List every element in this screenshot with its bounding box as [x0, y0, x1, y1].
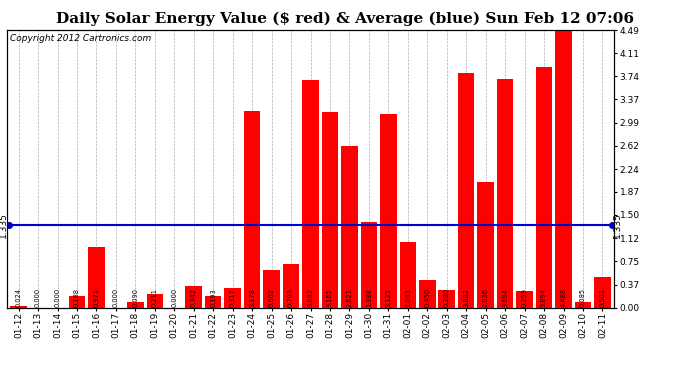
Text: 0.000: 0.000 [113, 288, 119, 307]
Text: 0.085: 0.085 [580, 288, 586, 307]
Text: 0.000: 0.000 [35, 288, 41, 307]
Text: 4.488: 4.488 [560, 288, 566, 307]
Bar [127, 302, 144, 307]
Text: 3.694: 3.694 [502, 288, 508, 307]
Bar [594, 276, 611, 308]
Bar [477, 182, 494, 308]
Bar [555, 30, 572, 308]
Text: 0.188: 0.188 [74, 288, 80, 307]
Bar [322, 112, 338, 308]
Text: 0.703: 0.703 [288, 288, 294, 307]
Text: 1.335: 1.335 [613, 212, 622, 238]
Bar [535, 67, 552, 308]
Text: 0.024: 0.024 [16, 288, 21, 307]
Bar [497, 79, 513, 308]
Text: 0.090: 0.090 [132, 288, 139, 307]
Bar [69, 296, 86, 307]
Bar [10, 306, 27, 308]
Bar [244, 111, 260, 308]
Text: 3.178: 3.178 [249, 288, 255, 307]
Text: 2.036: 2.036 [482, 288, 489, 307]
Text: 0.000: 0.000 [171, 288, 177, 307]
Text: 0.211: 0.211 [152, 288, 158, 307]
Text: 0.193: 0.193 [210, 288, 216, 307]
Text: 0.342: 0.342 [190, 288, 197, 307]
Bar [438, 290, 455, 308]
Bar [302, 80, 319, 308]
Text: 3.125: 3.125 [385, 288, 391, 307]
Text: 0.259: 0.259 [522, 288, 528, 307]
Bar [341, 146, 357, 308]
Text: 3.165: 3.165 [327, 288, 333, 307]
Text: 1.335: 1.335 [0, 212, 8, 238]
Text: 3.802: 3.802 [463, 288, 469, 307]
Bar [458, 72, 475, 308]
Bar [146, 294, 163, 307]
Text: 3.894: 3.894 [541, 288, 547, 307]
Bar [380, 114, 397, 308]
Text: 1.388: 1.388 [366, 288, 372, 307]
Text: 0.971: 0.971 [93, 288, 99, 307]
Text: 0.000: 0.000 [55, 288, 61, 307]
Bar [575, 302, 591, 307]
Text: 0.501: 0.501 [600, 288, 605, 307]
Text: 0.602: 0.602 [268, 288, 275, 307]
Text: 1.063: 1.063 [405, 288, 411, 307]
Bar [264, 270, 280, 308]
Text: Daily Solar Energy Value ($ red) & Average (blue) Sun Feb 12 07:06: Daily Solar Energy Value ($ red) & Avera… [56, 11, 634, 26]
Text: Copyright 2012 Cartronics.com: Copyright 2012 Cartronics.com [10, 34, 151, 43]
Bar [205, 296, 221, 307]
Text: 0.280: 0.280 [444, 288, 450, 307]
Bar [283, 264, 299, 308]
Text: 0.317: 0.317 [230, 288, 236, 307]
Bar [400, 242, 416, 308]
Bar [186, 286, 202, 308]
Bar [516, 291, 533, 308]
Text: 2.621: 2.621 [346, 288, 353, 307]
Bar [419, 280, 435, 308]
Bar [224, 288, 241, 308]
Text: 0.450: 0.450 [424, 288, 431, 307]
Bar [361, 222, 377, 308]
Text: 3.682: 3.682 [308, 288, 313, 307]
Bar [88, 248, 105, 308]
